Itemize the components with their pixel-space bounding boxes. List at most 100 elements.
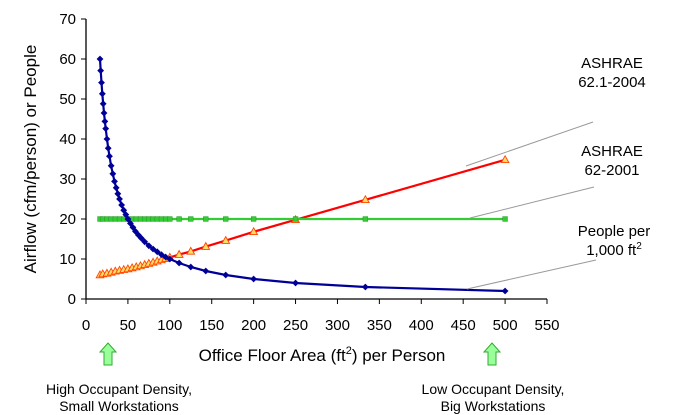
x-tick-label: 250 xyxy=(283,317,308,334)
low-density-note: Low Occupant Density, Big Workstations xyxy=(388,381,598,415)
data-point-ashrae_621_2004 xyxy=(221,235,231,244)
data-point-people_per_1000 xyxy=(104,144,112,152)
data-point-people_per_1000 xyxy=(222,271,230,279)
x-tick-label: 200 xyxy=(241,317,266,334)
x-axis-label: Office Floor Area (ft2) per Person xyxy=(199,345,446,365)
x-tick-label: 100 xyxy=(157,317,182,334)
series-ashrae_621_2004 xyxy=(95,154,510,279)
high-density-arrow xyxy=(98,342,118,366)
x-axis-ticks: 0 50 100 150 200 250 300 350 400 450 500 550 xyxy=(82,299,560,334)
x-tick-label: 300 xyxy=(325,317,350,334)
data-point-people_per_1000 xyxy=(103,135,111,143)
data-point-people_per_1000 xyxy=(107,162,115,170)
data-point-ashrae_62_2001 xyxy=(188,216,194,222)
callout-leader-ashrae_621_2004 xyxy=(465,121,594,167)
high-density-note-line1: High Occupant Density, xyxy=(45,381,193,397)
data-point-ashrae_621_2004 xyxy=(360,194,370,204)
data-point-people_per_1000 xyxy=(111,178,118,185)
y-tick-label: 40 xyxy=(59,131,76,148)
low-density-note-line1: Low Occupant Density, xyxy=(421,381,565,397)
data-point-people_per_1000 xyxy=(501,287,509,295)
series-label-ashrae_62_2001-line1: ASHRAE xyxy=(581,143,643,160)
y-tick-label: 20 xyxy=(59,211,76,228)
data-point-ashrae_62_2001 xyxy=(176,216,182,222)
data-point-people_per_1000 xyxy=(137,234,145,242)
series-callouts: ASHRAE 62.1-2004 ASHRAE 62-2001 People per1,… xyxy=(465,55,651,290)
data-point-ashrae_621_2004 xyxy=(201,241,211,250)
data-point-people_per_1000 xyxy=(250,275,258,283)
data-point-people_per_1000 xyxy=(141,238,149,246)
data-point-people_per_1000 xyxy=(166,255,174,263)
data-point-people_per_1000 xyxy=(98,90,106,98)
x-tick-label: 50 xyxy=(120,317,137,334)
x-tick-label: 350 xyxy=(367,317,392,334)
data-point-people_per_1000 xyxy=(132,228,139,235)
data-point-ashrae_62_2001 xyxy=(502,216,508,222)
x-tick-label: 0 xyxy=(82,317,90,334)
data-point-people_per_1000 xyxy=(114,190,122,198)
data-point-people_per_1000 xyxy=(145,242,153,250)
data-point-people_per_1000 xyxy=(187,263,195,271)
data-point-ashrae_621_2004 xyxy=(174,249,184,258)
data-point-people_per_1000 xyxy=(98,79,105,86)
data-point-people_per_1000 xyxy=(96,55,104,63)
data-point-people_per_1000 xyxy=(102,125,110,132)
data-point-people_per_1000 xyxy=(124,215,132,223)
data-point-people_per_1000 xyxy=(153,248,161,256)
data-point-people_per_1000 xyxy=(162,253,170,261)
data-point-ashrae_621_2004 xyxy=(249,226,259,236)
data-point-ashrae_62_2001 xyxy=(223,216,229,222)
y-tick-label: 60 xyxy=(59,51,76,68)
series-label-ashrae_62_2001-line2: 62-2001 xyxy=(584,162,639,179)
data-point-people_per_1000 xyxy=(101,118,109,125)
x-tick-label: 550 xyxy=(534,317,559,334)
y-axis-label: Airflow (cfm/person) or People xyxy=(21,45,40,274)
data-point-people_per_1000 xyxy=(292,279,299,287)
callout-leader-people_per_1000 xyxy=(466,259,597,290)
y-tick-label: 0 xyxy=(68,291,76,308)
data-point-people_per_1000 xyxy=(120,206,128,214)
data-point-ashrae_62_2001 xyxy=(203,216,209,222)
high-density-note-line2: Small Workstations xyxy=(59,398,179,414)
x-tick-label: 150 xyxy=(199,317,224,334)
series-layer xyxy=(95,55,510,295)
x-tick-label: 450 xyxy=(451,317,476,334)
series-ashrae_62_2001 xyxy=(97,216,508,222)
callout-leader-ashrae_62_2001 xyxy=(469,186,595,219)
series-label-ashrae_621_2004-line2: 62.1-2004 xyxy=(578,74,646,91)
data-point-ashrae_62_2001 xyxy=(250,216,257,222)
low-density-note-line2: Big Workstations xyxy=(440,398,546,414)
data-point-people_per_1000 xyxy=(118,201,126,209)
data-point-people_per_1000 xyxy=(97,67,105,74)
data-point-people_per_1000 xyxy=(175,259,183,267)
series-people_per_1000 xyxy=(96,55,509,295)
y-tick-label: 70 xyxy=(59,11,76,28)
density-arrows xyxy=(98,342,502,366)
data-point-people_per_1000 xyxy=(112,184,120,192)
data-point-people_per_1000 xyxy=(100,109,108,117)
x-tick-label: 400 xyxy=(409,317,434,334)
data-point-ashrae_62_2001 xyxy=(167,216,173,222)
data-point-people_per_1000 xyxy=(149,245,157,253)
y-tick-label: 30 xyxy=(59,171,76,188)
y-tick-label: 50 xyxy=(59,91,76,108)
data-point-people_per_1000 xyxy=(109,170,117,178)
high-density-note: High Occupant Density, Small Workstation… xyxy=(14,381,224,415)
data-point-ashrae_621_2004 xyxy=(500,154,510,164)
data-point-people_per_1000 xyxy=(127,220,134,227)
low-density-arrow xyxy=(482,342,502,366)
data-point-ashrae_621_2004 xyxy=(186,246,196,255)
y-axis-ticks: 0 10 20 30 40 50 60 70 xyxy=(59,11,86,308)
y-tick-label: 10 xyxy=(59,251,76,268)
data-point-people_per_1000 xyxy=(99,100,107,108)
data-point-ashrae_62_2001 xyxy=(292,216,299,222)
axes xyxy=(85,19,547,300)
data-point-people_per_1000 xyxy=(202,267,210,275)
x-tick-label: 500 xyxy=(493,317,518,334)
data-point-ashrae_62_2001 xyxy=(362,216,369,222)
series-label-people_per_1000-line1: People per xyxy=(578,223,651,240)
data-point-people_per_1000 xyxy=(361,283,369,291)
data-point-people_per_1000 xyxy=(116,195,123,203)
data-point-people_per_1000 xyxy=(129,224,137,231)
data-point-people_per_1000 xyxy=(122,211,130,218)
